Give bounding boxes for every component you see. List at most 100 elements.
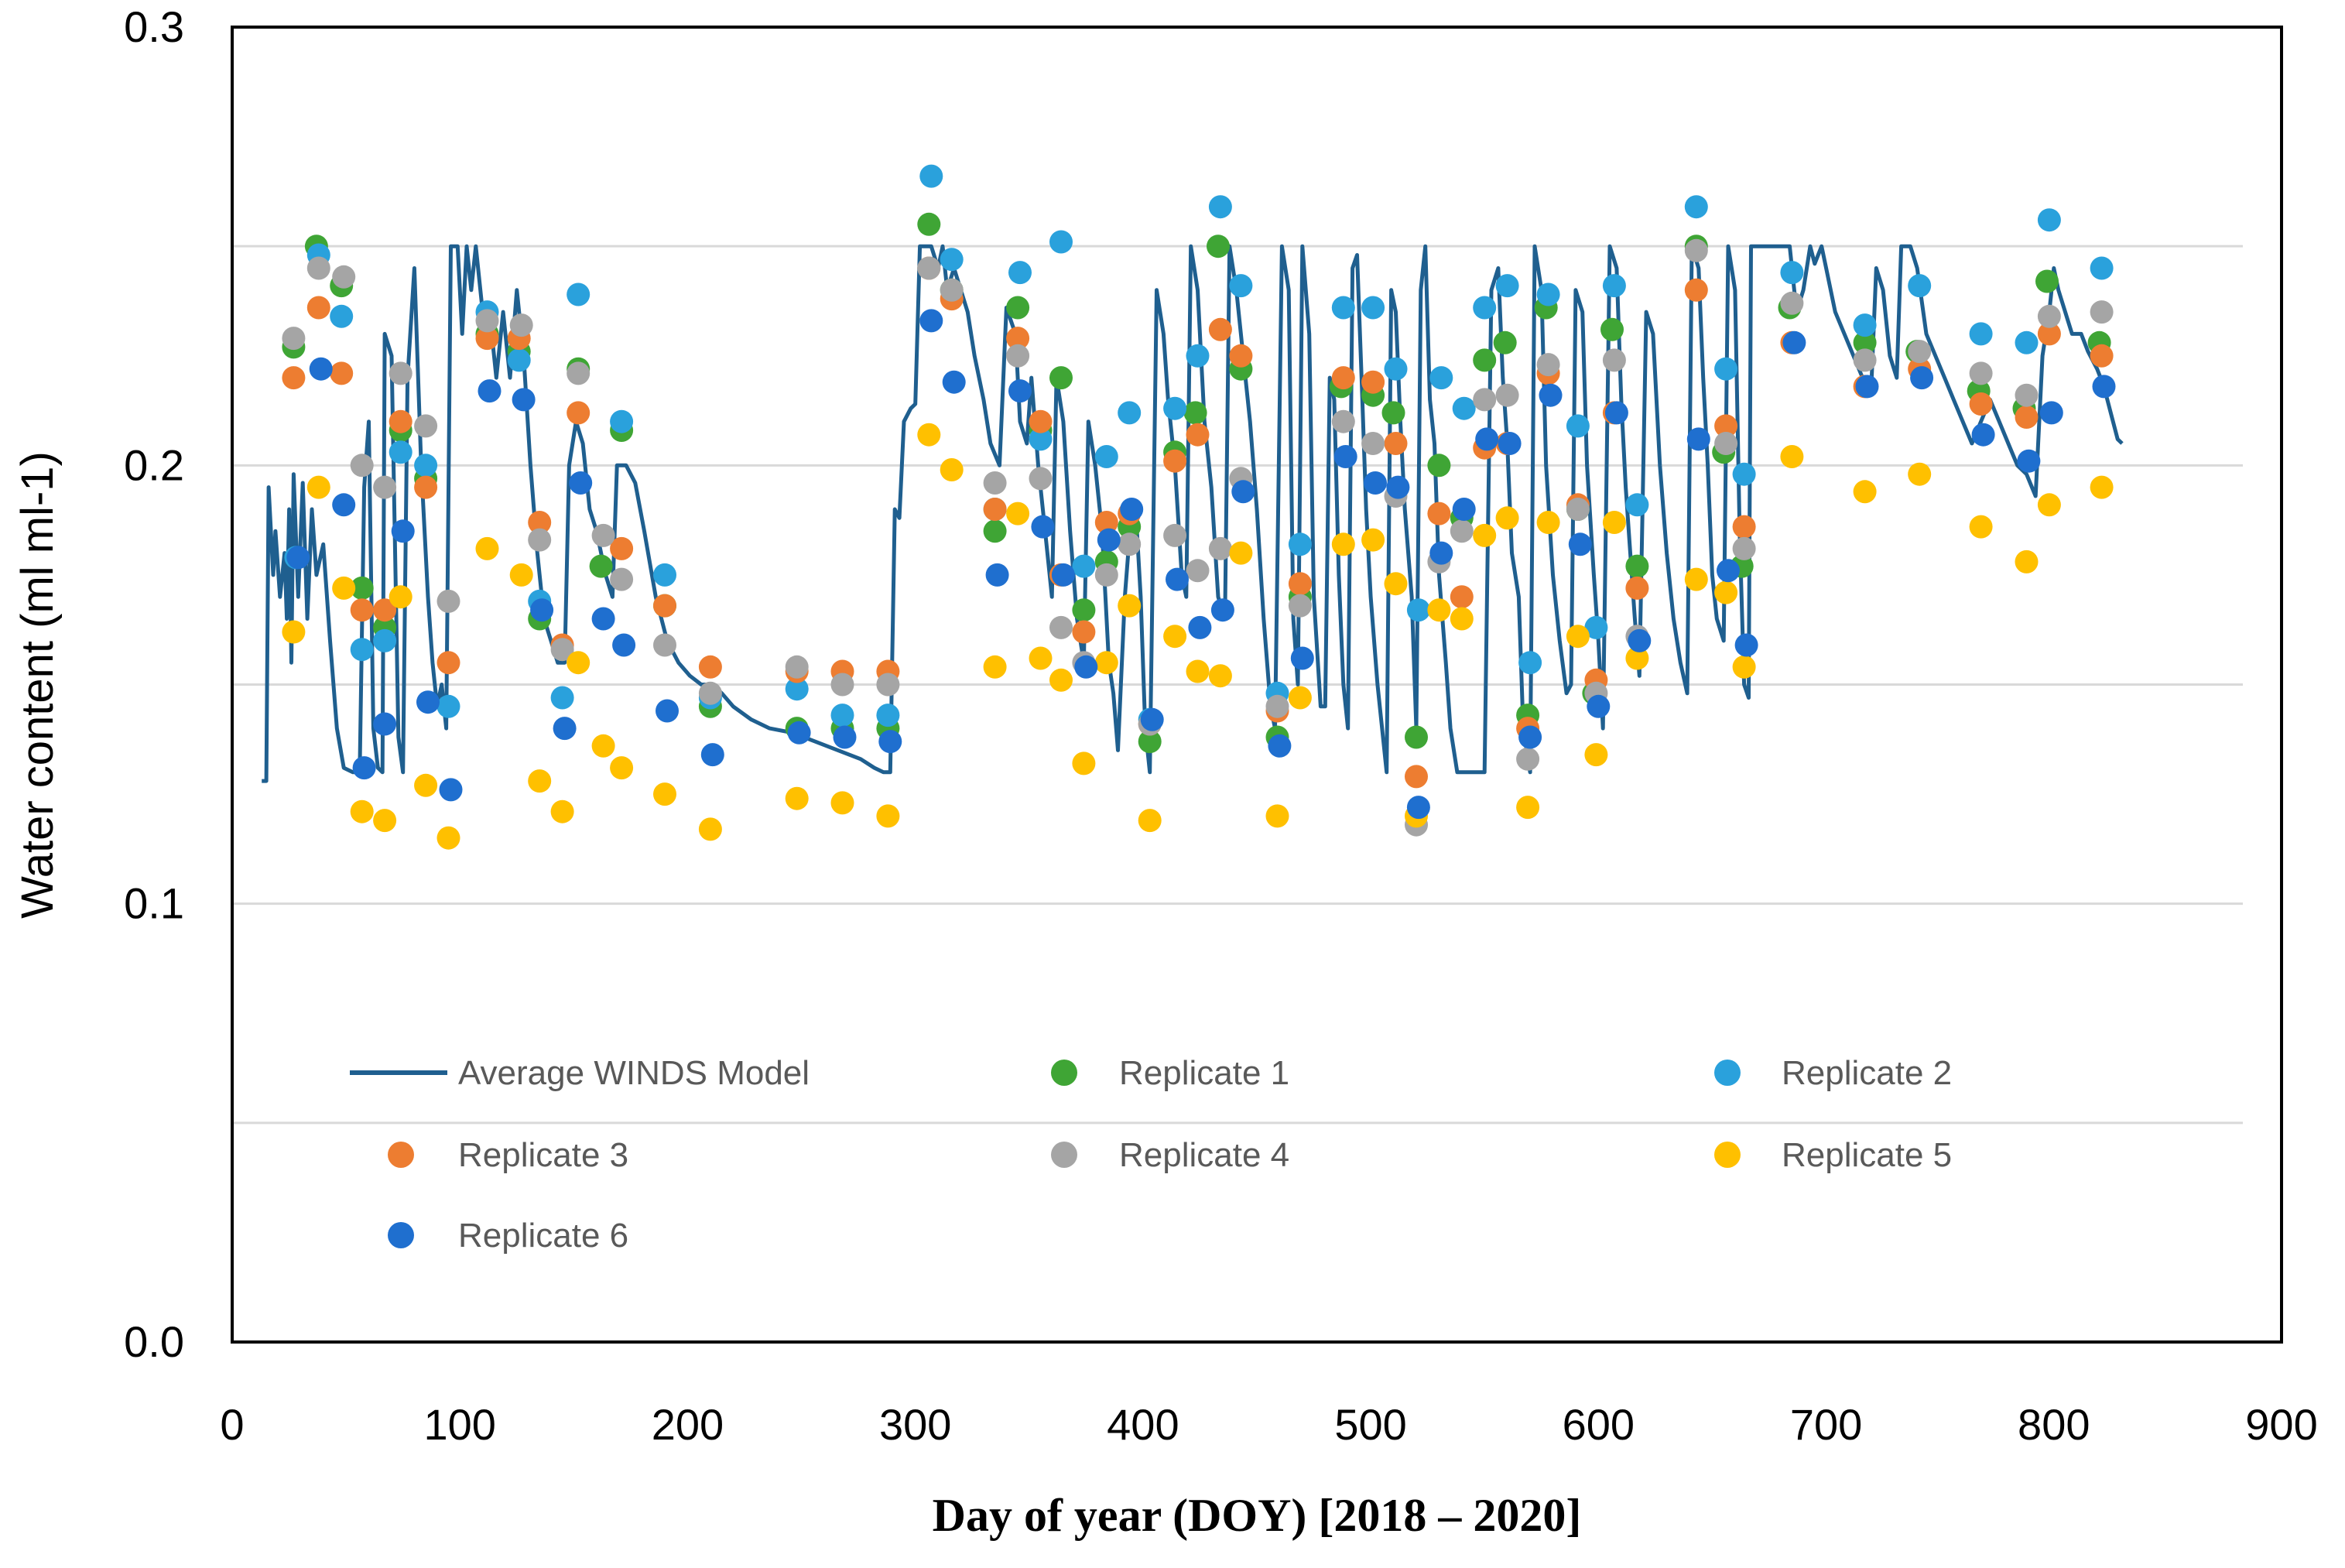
legend-label: Replicate 6: [458, 1217, 628, 1255]
data-point-replicate-2: [1584, 615, 1608, 639]
legend-dot-marker: [1714, 1142, 1741, 1168]
data-point-replicate-6: [352, 756, 376, 780]
data-point-replicate-5: [528, 769, 552, 793]
data-point-replicate-5: [1495, 506, 1519, 530]
data-point-replicate-4: [1602, 348, 1626, 372]
data-point-replicate-5: [785, 786, 809, 810]
data-point-replicate-3: [1072, 620, 1096, 644]
data-point-replicate-2: [1406, 598, 1430, 622]
data-point-replicate-2: [1163, 396, 1187, 420]
data-point-replicate-1: [1207, 235, 1230, 258]
data-point-replicate-4: [306, 256, 330, 280]
legend-label: Average WINDS Model: [458, 1054, 810, 1092]
y-tick-label: 0.0: [124, 1317, 184, 1366]
data-point-replicate-5: [509, 563, 533, 587]
data-point-replicate-2: [1495, 274, 1519, 298]
plot-area-frame: [231, 26, 2283, 1344]
data-point-replicate-4: [1006, 344, 1030, 368]
data-point-replicate-4: [389, 361, 413, 385]
legend-entry-2: Replicate 1: [1051, 1054, 1289, 1092]
data-point-replicate-3: [389, 409, 413, 433]
data-point-replicate-6: [1268, 734, 1292, 758]
y-tick-label: 0.1: [124, 879, 184, 928]
data-point-replicate-4: [509, 313, 533, 337]
data-point-replicate-5: [306, 475, 330, 499]
data-point-replicate-5: [2015, 549, 2039, 573]
data-point-replicate-3: [983, 498, 1007, 521]
data-point-replicate-2: [1118, 401, 1142, 425]
data-point-replicate-4: [785, 655, 809, 679]
legend-dot-marker: [388, 1222, 414, 1248]
data-point-replicate-1: [1853, 330, 1877, 354]
data-point-replicate-2: [389, 440, 413, 464]
data-point-replicate-3: [306, 296, 330, 320]
data-point-replicate-3: [1029, 409, 1053, 433]
data-point-replicate-4: [414, 414, 438, 438]
data-point-replicate-5: [1714, 580, 1738, 604]
data-point-replicate-2: [1094, 445, 1118, 468]
data-point-replicate-4: [2090, 300, 2114, 324]
data-point-replicate-6: [1475, 427, 1499, 451]
data-point-replicate-5: [1072, 751, 1096, 775]
data-point-replicate-5: [282, 620, 306, 644]
data-point-replicate-5: [1029, 646, 1053, 670]
data-point-replicate-2: [1029, 427, 1053, 451]
data-point-replicate-6: [332, 493, 356, 517]
data-point-replicate-4: [1473, 388, 1497, 412]
data-point-replicate-6: [919, 309, 943, 333]
data-point-replicate-3: [567, 401, 591, 425]
data-point-replicate-6: [478, 379, 502, 403]
data-point-replicate-5: [983, 655, 1007, 679]
data-point-replicate-4: [1265, 694, 1289, 718]
data-point-replicate-5: [876, 804, 900, 828]
data-point-replicate-3: [1625, 576, 1649, 600]
data-point-replicate-5: [567, 651, 591, 675]
data-point-replicate-2: [1908, 274, 1932, 298]
data-point-replicate-5: [1229, 541, 1253, 565]
data-point-replicate-3: [2015, 406, 2039, 429]
x-tick-label: 500: [1334, 1400, 1406, 1449]
data-point-replicate-6: [1518, 725, 1542, 749]
data-point-replicate-3: [350, 598, 374, 622]
data-point-replicate-3: [610, 536, 634, 560]
data-point-replicate-3: [1361, 370, 1385, 394]
data-point-replicate-6: [1140, 707, 1164, 731]
data-point-replicate-6: [1188, 615, 1212, 639]
legend-entry-1: Average WINDS Model: [350, 1054, 810, 1092]
data-point-replicate-4: [1853, 348, 1877, 372]
x-tick-label: 200: [652, 1400, 724, 1449]
data-point-replicate-1: [1381, 401, 1405, 425]
data-point-replicate-2: [1208, 195, 1232, 219]
data-point-replicate-6: [787, 721, 811, 745]
data-point-replicate-2: [785, 677, 809, 701]
data-point-replicate-6: [2092, 375, 2116, 399]
data-point-replicate-3: [1163, 449, 1187, 473]
data-point-replicate-6: [1539, 383, 1563, 407]
data-point-replicate-6: [1628, 628, 1652, 652]
data-point-replicate-5: [1049, 668, 1073, 692]
data-point-replicate-3: [2037, 322, 2061, 346]
data-point-replicate-4: [1780, 291, 1804, 315]
data-point-replicate-6: [553, 717, 577, 741]
data-point-replicate-6: [1855, 375, 1879, 399]
data-point-replicate-4: [1536, 353, 1560, 377]
legend-entry-4: Replicate 3: [388, 1136, 628, 1174]
data-point-replicate-5: [1118, 594, 1142, 618]
data-point-replicate-5: [830, 791, 854, 815]
data-point-replicate-2: [567, 282, 591, 306]
legend-entry-7: Replicate 6: [388, 1217, 628, 1255]
data-point-replicate-2: [1429, 366, 1453, 390]
data-point-replicate-4: [1163, 523, 1187, 547]
data-point-replicate-6: [1031, 515, 1055, 539]
data-point-replicate-5: [389, 585, 413, 609]
x-tick-label: 300: [879, 1400, 951, 1449]
data-point-replicate-6: [1568, 532, 1592, 556]
data-point-replicate-3: [436, 651, 460, 675]
data-point-replicate-2: [1072, 554, 1096, 578]
data-point-replicate-5: [1208, 664, 1232, 688]
data-point-replicate-6: [1717, 559, 1740, 583]
data-point-replicate-5: [940, 458, 964, 481]
legend-dot-marker: [1714, 1060, 1741, 1086]
data-point-replicate-6: [309, 357, 333, 381]
data-point-replicate-5: [1361, 528, 1385, 552]
